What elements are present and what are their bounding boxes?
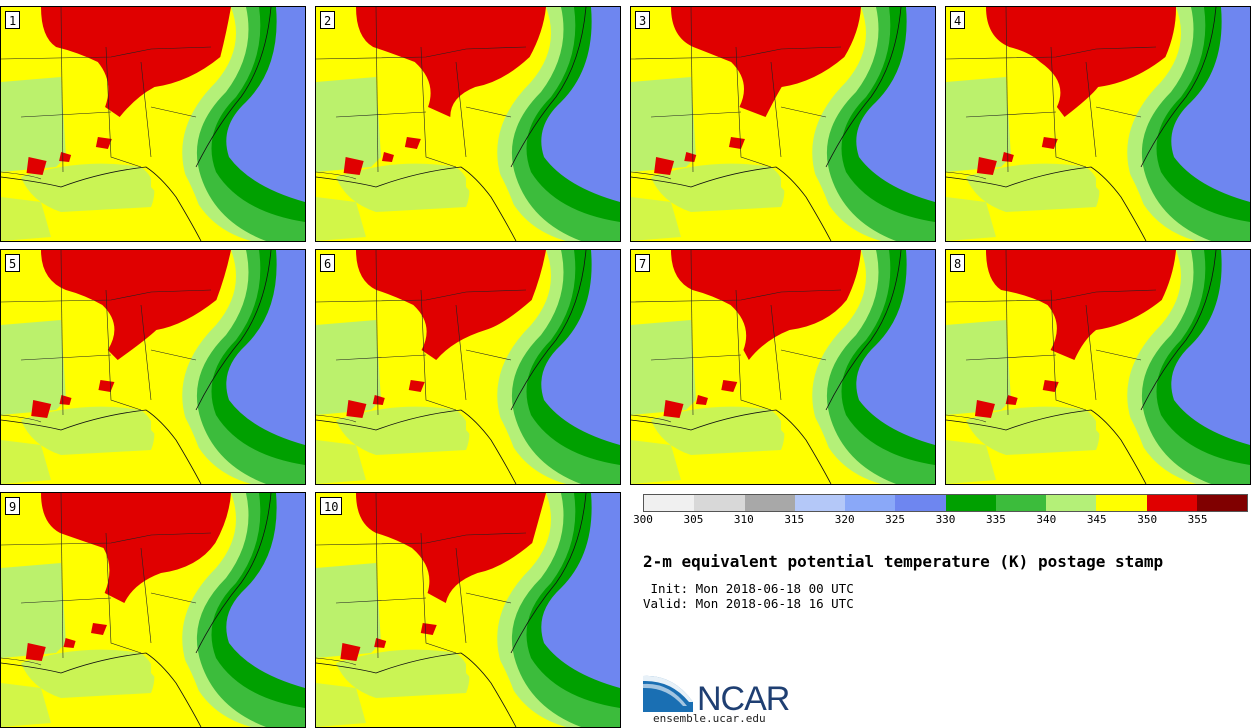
colorbar-segment: [1046, 495, 1097, 511]
panel-label: 1: [5, 11, 21, 29]
init-time: Init: Mon 2018-06-18 00 UTC: [643, 581, 854, 596]
panel-label: 10: [320, 497, 343, 515]
panel-label: 6: [320, 254, 336, 272]
panel-label: 7: [635, 254, 651, 272]
colorbar-tick-label: 335: [985, 513, 1006, 526]
map-panel-6: 6: [315, 249, 621, 485]
colorbar-segment: [1096, 495, 1147, 511]
panel-label: 5: [5, 254, 21, 272]
valid-time: Valid: Mon 2018-06-18 16 UTC: [643, 596, 854, 611]
colorbar-tick-label: 305: [683, 513, 704, 526]
colorbar-ticks: 300 305 310 315 320 325 330 335 340 345 350 355: [633, 513, 1248, 533]
colorbar-segment: [895, 495, 946, 511]
site-url: ensemble.ucar.edu: [653, 712, 766, 725]
panel-label: 4: [950, 11, 966, 29]
colorbar: [643, 494, 1248, 512]
map-panel-7: 7: [630, 249, 936, 485]
map-panel-10: 10: [315, 492, 621, 728]
colorbar-segment: [644, 495, 695, 511]
map-panel-3: 3: [630, 6, 936, 242]
colorbar-tick-label: 330: [935, 513, 956, 526]
colorbar-segment: [694, 495, 745, 511]
colorbar-segment: [945, 495, 996, 511]
colorbar-tick-label: 325: [885, 513, 906, 526]
colorbar-segment: [845, 495, 896, 511]
panel-label: 9: [5, 497, 21, 515]
colorbar-tick-label: 320: [834, 513, 855, 526]
colorbar-tick-label: 300: [633, 513, 653, 526]
colorbar-segment: [995, 495, 1046, 511]
panel-label: 2: [320, 11, 336, 29]
map-panel-2: 2: [315, 6, 621, 242]
map-panel-9: 9: [0, 492, 306, 728]
colorbar-tick-label: 350: [1137, 513, 1158, 526]
colorbar-tick-label: 310: [733, 513, 754, 526]
logo-text: NCAR: [697, 680, 790, 718]
map-panel-1: 1: [0, 6, 306, 242]
colorbar-segment: [744, 495, 795, 511]
colorbar-segment: [1196, 495, 1247, 511]
colorbar-tick-label: 345: [1086, 513, 1107, 526]
plot-title: 2-m equivalent potential temperature (K)…: [643, 552, 1164, 571]
panel-label: 8: [950, 254, 966, 272]
ncar-logo-icon: [643, 675, 693, 712]
map-panel-5: 5: [0, 249, 306, 485]
colorbar-tick-label: 315: [784, 513, 805, 526]
colorbar-tick-label: 340: [1036, 513, 1057, 526]
map-panel-8: 8: [945, 249, 1251, 485]
colorbar-tick-label: 355: [1187, 513, 1208, 526]
panel-label: 3: [635, 11, 651, 29]
colorbar-segment: [794, 495, 845, 511]
colorbar-segment: [1146, 495, 1197, 511]
map-panel-4: 4: [945, 6, 1251, 242]
